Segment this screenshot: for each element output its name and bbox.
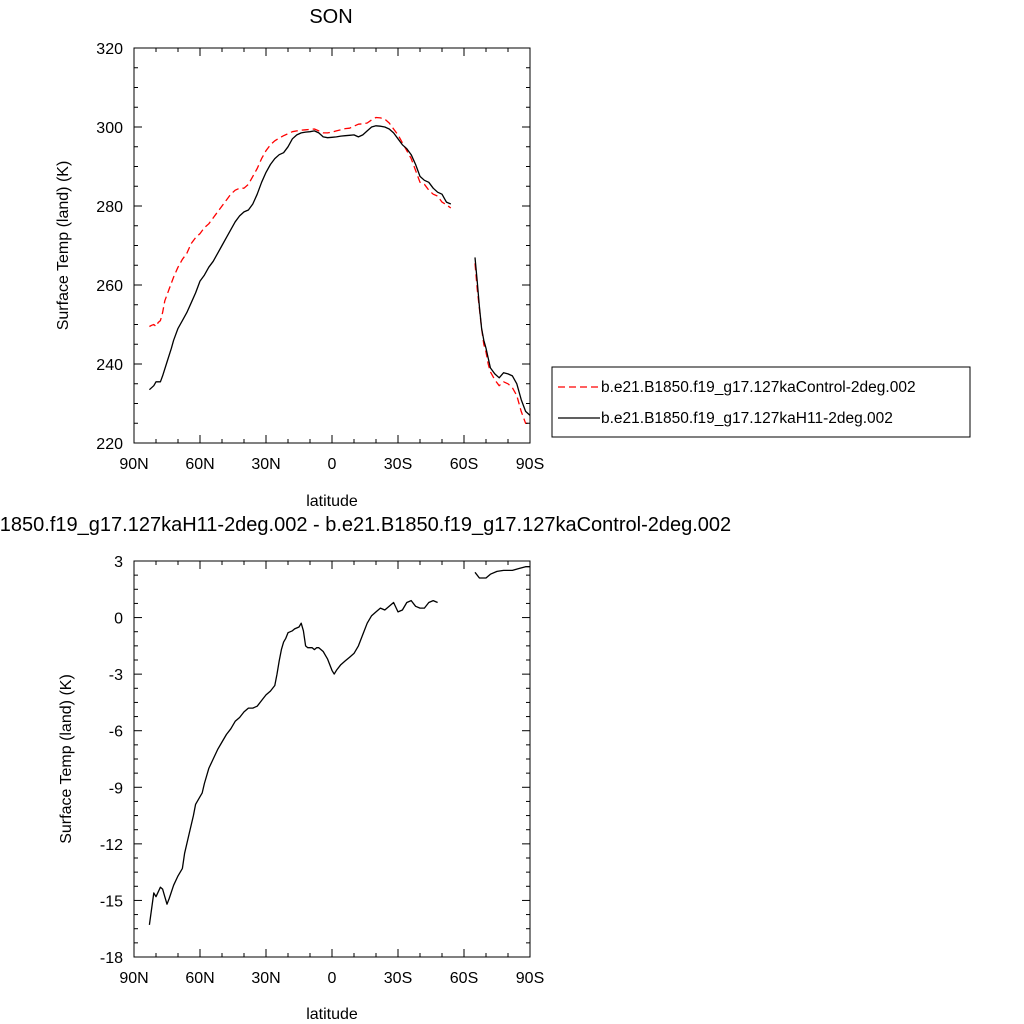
y-tick-label: -18 [100,950,123,967]
x-tick-label: 60S [450,456,478,473]
y-tick-label: 240 [96,357,123,374]
series-line-0-segment-0 [149,116,452,328]
x-tick-label: 30S [384,970,412,987]
x-tick-label: 60S [450,970,478,987]
legend-label-control: b.e21.B1850.f19_g17.127kaControl-2deg.00… [601,379,916,396]
y-tick-label: 220 [96,436,123,453]
y-axis-label: Surface Temp (land) (K) [58,674,75,844]
plot-frame [133,47,531,444]
y-tick-label: 0 [114,611,123,628]
x-axis-label: latitude [306,493,358,510]
y-tick-label: -12 [100,837,123,854]
x-tick-label: 60N [185,970,214,987]
chart-title: SON [309,6,352,28]
y-tick-label: 280 [96,199,123,216]
series-line-1-segment-1 [474,257,531,416]
series-line-0-segment-1 [474,566,530,579]
x-tick-label: 90N [119,970,148,987]
x-tick-label: 30N [251,456,280,473]
x-tick-label: 90S [516,456,544,473]
legend: b.e21.B1850.f19_g17.127kaControl-2deg.00… [551,366,971,438]
y-tick-label: 320 [96,41,123,58]
chart-panel-top: SON 90N 60N 30N 0 30S 60S 90S 220 240 260 280 300 32… [55,6,971,510]
y-tick-label: 260 [96,278,123,295]
x-tick-label: 0 [328,970,337,987]
series-line-0-segment-0 [148,599,438,925]
chart-panel-bottom: b.e21.B1850.f19_g17.127kaH11-2deg.002 - … [0,514,731,1023]
x-tick-label: 30N [251,970,280,987]
y-tick-label: -3 [109,667,123,684]
x-tick-label: 60N [185,456,214,473]
x-tick-label: 90N [119,456,148,473]
plot-frame [133,560,531,958]
y-tick-label: -15 [100,893,123,910]
y-tick-label: -9 [109,780,123,797]
x-tick-label: 0 [328,456,337,473]
y-tick-label: 3 [114,554,123,571]
x-tick-label: 90S [516,970,544,987]
y-tick-label: -6 [109,724,123,741]
legend-box [551,366,971,438]
y-axis-label: Surface Temp (land) (K) [55,161,72,331]
x-axis-label: latitude [306,1006,358,1023]
series-line-1-segment-0 [148,125,452,391]
chart-title: b.e21.B1850.f19_g17.127kaH11-2deg.002 - … [0,514,731,536]
legend-label-h11: b.e21.B1850.f19_g17.127kaH11-2deg.002 [601,410,893,427]
y-tick-label: 300 [96,120,123,137]
x-tick-label: 30S [384,456,412,473]
